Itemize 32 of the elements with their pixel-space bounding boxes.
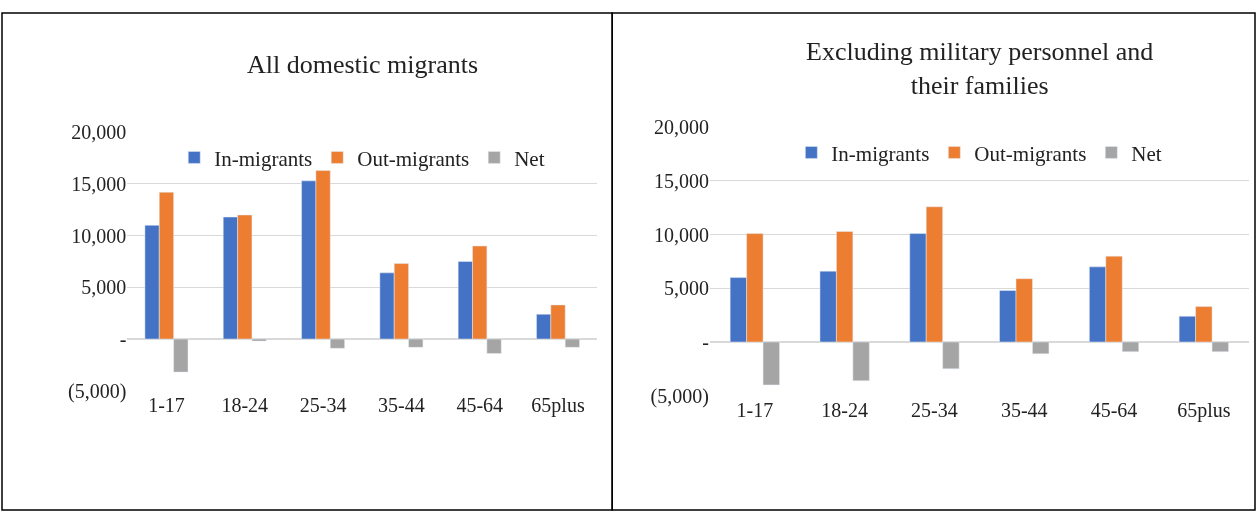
y-tick-label: 20,000 — [71, 121, 127, 144]
x-tick-label: 35-44 — [378, 393, 425, 416]
x-tick-label: 45-64 — [1090, 398, 1138, 421]
chart-title: All domestic migrants — [247, 50, 479, 79]
x-tick-label: 18-24 — [221, 393, 269, 416]
legend-label: Net — [514, 146, 545, 171]
legend-label: Out-migrants — [357, 146, 470, 171]
y-tick-label: (5,000) — [67, 379, 127, 403]
y-tick-label: (5,000) — [650, 384, 709, 408]
x-tick-label: 25-34 — [299, 393, 347, 416]
y-tick-label: 15,000 — [71, 172, 127, 195]
y-tick-label: 5,000 — [663, 277, 709, 300]
legend-label: Out-migrants — [974, 141, 1087, 166]
x-tick-label: 35-44 — [1000, 398, 1048, 421]
x-tick-label: 18-24 — [821, 398, 868, 421]
y-tick-label: 10,000 — [653, 223, 709, 246]
y-tick-label: 10,000 — [71, 224, 127, 247]
x-tick-label: 65plus — [1177, 398, 1231, 422]
chart-title: Excluding military personnel and their families — [806, 37, 1154, 100]
y-tick-label: 15,000 — [653, 169, 709, 192]
y-tick-label: 5,000 — [81, 276, 127, 299]
x-tick-label: 1-17 — [736, 398, 774, 421]
x-tick-label: 45-64 — [456, 393, 504, 416]
y-tick-label: - — [119, 328, 127, 351]
legend-label: In-migrants — [214, 146, 313, 171]
x-tick-label: 1-17 — [148, 393, 185, 416]
x-tick-label: 25-34 — [911, 398, 958, 421]
legend-label: Net — [1131, 141, 1162, 166]
x-tick-label: 65plus — [531, 393, 585, 417]
y-tick-label: - — [702, 331, 709, 354]
legend-label: In-migrants — [831, 141, 930, 166]
y-tick-label: 20,000 — [653, 116, 709, 139]
